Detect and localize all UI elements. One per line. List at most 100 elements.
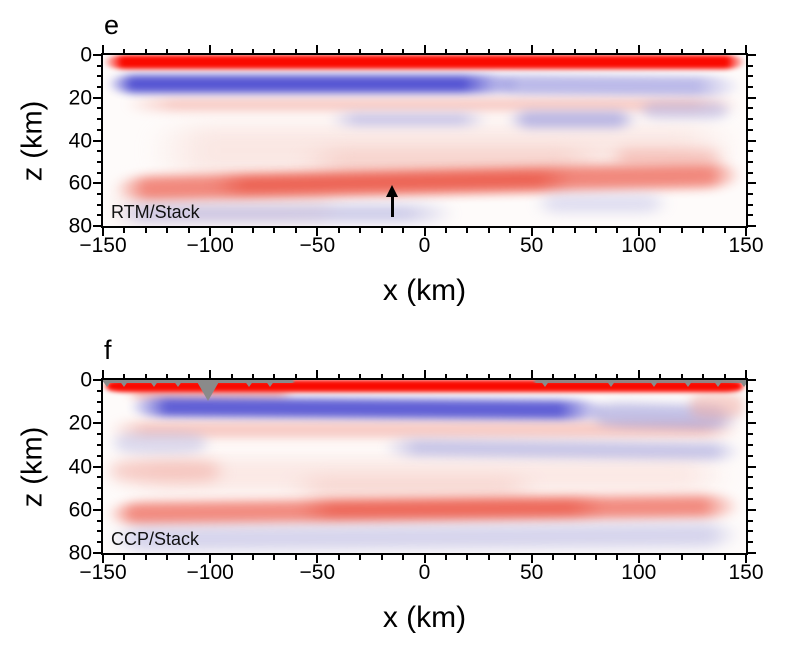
- axis-tick: [96, 411, 101, 414]
- axis-tick: [487, 228, 490, 233]
- axis-tick: [93, 139, 101, 142]
- axis-tick: [594, 555, 597, 560]
- axis-tick: [723, 555, 726, 560]
- axis-tick: [187, 373, 190, 378]
- axis-tick: [748, 182, 756, 185]
- axis-tick: [144, 228, 147, 233]
- axis-tick: [96, 150, 101, 153]
- seismic-amplitude-band: [124, 97, 742, 111]
- axis-tick: [423, 45, 426, 53]
- axis-tick: [93, 379, 101, 381]
- axis-tick: [573, 373, 576, 378]
- x-tick-label: −150: [79, 234, 127, 257]
- axis-tick: [252, 555, 255, 560]
- seismic-amplitude-band: [685, 392, 746, 419]
- axis-tick: [96, 107, 101, 110]
- axis-tick: [93, 422, 101, 425]
- axis-tick: [230, 373, 233, 378]
- axis-tick: [748, 530, 753, 533]
- axis-tick: [252, 228, 255, 233]
- x-tick-label: 100: [621, 561, 657, 584]
- axis-tick: [273, 228, 276, 233]
- axis-tick: [748, 214, 753, 217]
- axis-tick: [209, 45, 212, 53]
- axis-tick: [96, 160, 101, 163]
- z-tick-label: 80: [68, 214, 92, 238]
- axis-tick: [230, 228, 233, 233]
- axis-tick: [166, 555, 169, 560]
- axis-tick: [530, 370, 533, 378]
- axis-tick: [102, 555, 104, 563]
- axis-tick: [337, 373, 340, 378]
- axis-tick: [748, 411, 753, 414]
- axis-tick: [252, 48, 255, 53]
- panel-letter-e: e: [104, 10, 120, 40]
- seismic-amplitude-band: [103, 380, 746, 392]
- axis-tick: [723, 228, 726, 233]
- axis-tick: [96, 214, 101, 217]
- seismic-amplitude-band: [295, 149, 607, 173]
- axis-tick: [316, 228, 319, 236]
- axis-tick: [423, 555, 426, 563]
- axis-tick: [380, 373, 383, 378]
- axis-tick: [316, 555, 319, 563]
- axis-tick: [748, 118, 753, 121]
- axis-tick: [616, 555, 619, 560]
- axis-tick: [552, 373, 555, 378]
- station-marker-icon: [173, 380, 184, 387]
- axis-tick: [316, 45, 319, 53]
- axis-tick: [748, 508, 756, 511]
- axis-tick: [96, 171, 101, 174]
- axis-tick: [748, 128, 753, 131]
- axis-tick: [748, 487, 753, 490]
- axis-tick: [552, 48, 555, 53]
- seismic-image-rtm: [103, 55, 746, 226]
- axis-tick: [659, 228, 662, 233]
- axis-tick: [93, 54, 101, 56]
- up-arrow-annotation: [386, 185, 399, 218]
- panel-rtm-stack: e z (km) RTM/Stack x (km) −150 −100 −50 0 50…: [17, 10, 764, 307]
- axis-tick: [230, 555, 233, 560]
- arrow-head: [386, 185, 399, 198]
- axis-tick: [144, 373, 147, 378]
- axis-tick: [530, 45, 533, 53]
- axis-tick: [96, 86, 101, 89]
- axis-tick: [748, 454, 753, 457]
- axis-tick: [680, 555, 683, 560]
- axis-tick: [659, 373, 662, 378]
- station-marker-icon: [265, 380, 276, 387]
- axis-tick: [209, 228, 212, 236]
- z-tick-label: 40: [68, 129, 92, 152]
- axis-tick: [748, 225, 756, 227]
- axis-tick: [466, 228, 469, 233]
- seismic-amplitude-band: [328, 112, 489, 126]
- axis-tick: [748, 192, 753, 195]
- axis-tick: [637, 45, 640, 53]
- axis-tick: [509, 555, 512, 560]
- axis-tick: [748, 139, 756, 142]
- axis-tick: [93, 465, 101, 468]
- axis-tick: [748, 476, 753, 479]
- axis-tick: [637, 370, 640, 378]
- axis-tick: [748, 150, 753, 153]
- seismic-amplitude-band: [505, 110, 639, 128]
- axis-tick: [637, 228, 640, 236]
- axis-tick: [380, 228, 383, 233]
- axis-tick: [444, 48, 447, 53]
- seismic-amplitude-band: [107, 522, 742, 551]
- axis-tick: [594, 48, 597, 53]
- z-tick-label: 60: [68, 171, 92, 195]
- z-tick-label: 40: [68, 455, 92, 478]
- axis-tick: [748, 422, 756, 425]
- axis-tick: [487, 48, 490, 53]
- axis-tick: [466, 555, 469, 560]
- axis-tick: [748, 86, 753, 89]
- x-tick-label: −50: [299, 561, 336, 584]
- x-axis-title: x (km): [382, 601, 467, 634]
- axis-tick: [745, 370, 747, 378]
- z-tick-label: 80: [68, 541, 92, 565]
- axis-tick: [748, 75, 753, 78]
- axis-tick: [96, 497, 101, 500]
- seismic-amplitude-band: [531, 380, 746, 383]
